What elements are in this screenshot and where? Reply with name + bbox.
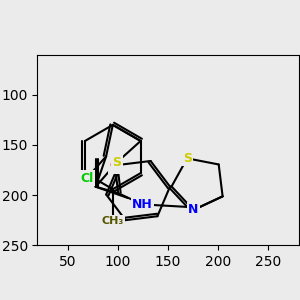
Text: NH: NH: [132, 198, 153, 211]
Text: N: N: [188, 203, 199, 216]
Text: CH₃: CH₃: [102, 216, 124, 226]
Text: Cl: Cl: [80, 172, 94, 184]
Text: O: O: [110, 159, 120, 172]
Text: S: S: [112, 156, 121, 169]
Text: S: S: [183, 152, 192, 165]
